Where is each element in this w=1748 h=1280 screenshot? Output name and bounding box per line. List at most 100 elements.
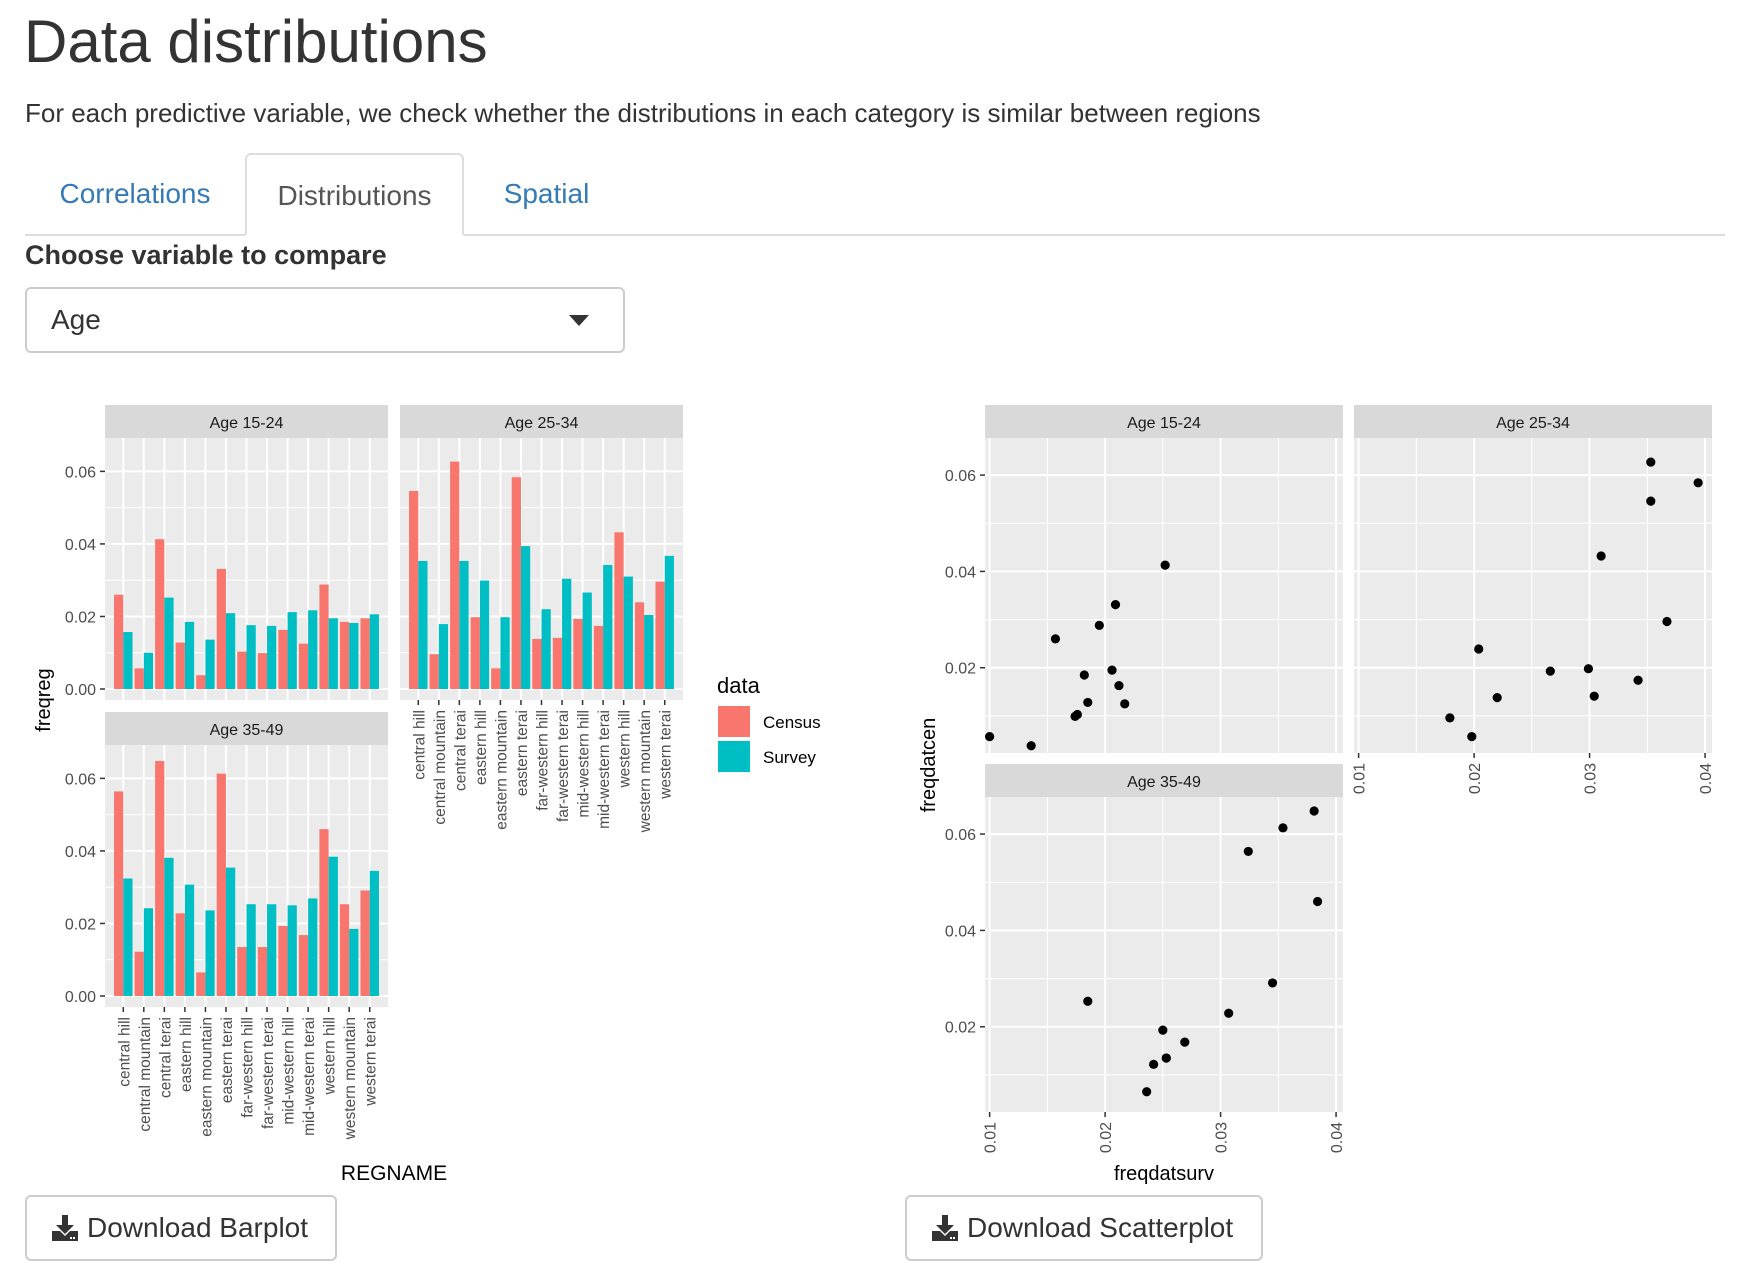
x-tick-label: central hill [411,710,428,780]
y-tick-label: 0.04 [65,844,96,861]
bar-census [319,829,329,996]
x-tick-label: far-western hill [535,710,552,811]
facet-strip [985,405,1343,438]
bar-census [491,668,501,689]
scatter-point [1278,823,1288,833]
scatter-point [1050,634,1061,644]
scatter-point [1180,1037,1190,1047]
bar-survey [143,652,154,689]
facet-strip [105,712,388,745]
download-scatterplot-button[interactable]: Download Scatterplot [905,1195,1263,1261]
variable-select[interactable]: Age [25,287,625,353]
scatter-x-axis-label: freqdatsurv [1114,1163,1214,1185]
scatter-point [1243,846,1253,857]
legend-label-census: Census [763,713,821,732]
x-tick-label: 0.02 [1467,763,1484,794]
bar-survey [143,908,154,996]
bar-survey [582,592,592,689]
bar-survey [184,884,195,996]
bar-census [614,532,624,689]
bar-census [298,643,309,689]
scatter-point [1492,693,1502,703]
facet-strip [400,405,683,438]
scatter-point [1120,699,1130,709]
bar-survey [520,546,531,689]
download-barplot-button[interactable]: Download Barplot [25,1195,337,1261]
bar-survey [438,624,449,689]
plot-panel [985,438,1343,753]
x-tick-label: western mountain [342,1017,359,1140]
bar-survey [267,904,277,996]
bar-survey [328,856,338,996]
facet-strip-label: Age 15-24 [210,415,284,432]
x-tick-label: mid-western hill [576,710,593,818]
bar-census [319,584,329,689]
scatter-point [1149,1059,1159,1069]
x-tick-label: eastern mountain [493,710,510,830]
scatter-point [1070,711,1080,721]
y-tick-label: 0.06 [945,468,976,485]
scatter-point [1693,478,1703,488]
bar-census [134,951,144,996]
tab-bar: Correlations Distributions Spatial [25,153,1725,236]
bar-census [278,629,288,689]
y-tick-label: 0.06 [945,827,976,844]
bar-census [175,642,185,689]
x-tick-label: far-western terai [260,1017,277,1129]
bar-census [450,461,460,689]
scatter-point [1094,620,1104,630]
bar-survey [369,614,379,689]
barplot-chart: Age 15-24 0.00 0.02 0.04 0.06 Age 25-34 centra… [33,405,821,1185]
bar-census [278,925,288,996]
scatter-point [1646,496,1656,506]
bar-survey [418,560,428,689]
bar-census [593,625,604,689]
x-tick-label: mid-western terai [301,1017,318,1136]
tab-spatial[interactable]: Spatial [503,178,590,209]
bar-census [196,675,206,689]
x-tick-label: eastern terai [514,710,531,796]
y-tick-label: 0.02 [65,916,96,933]
bar-census [216,773,226,996]
bar-survey [205,910,215,996]
scatter-point [1026,741,1036,751]
scatter-point [1596,551,1606,561]
scatter-point [1083,996,1093,1006]
scatter-point [1589,691,1599,701]
bar-census [511,477,521,689]
bar-facet: Age 15-24 0.00 0.02 0.04 0.06 [65,405,388,700]
bar-survey [164,597,174,689]
scatter-point [1662,616,1672,627]
bar-survey [123,632,133,689]
caret-down-icon [569,315,589,326]
y-tick-label: 0.00 [65,989,96,1006]
x-tick-label: far-western hill [240,1017,257,1118]
x-tick-label: eastern terai [219,1017,236,1103]
scatter-point [1583,664,1594,674]
bar-census [257,653,268,689]
bar-census [634,602,645,689]
plot-panel [1354,438,1712,753]
bar-census [175,913,185,996]
bar-census [532,638,542,689]
facet-strip [105,405,388,438]
scatterplot-chart: Age 15-24 0.02 0.04 0.06 Age 25-34 0.01 0.02 0.… [918,405,1715,1185]
tab-correlations[interactable]: Correlations [59,178,211,209]
bar-survey [541,609,551,689]
x-tick-label: far-western terai [555,710,572,822]
bar-census [298,935,309,996]
y-tick-label: 0.00 [65,682,96,699]
tab-distributions[interactable]: Distributions [245,153,464,236]
x-tick-label: 0.03 [1214,1122,1231,1153]
bar-survey [479,580,490,689]
facet-strip-label: Age 35-49 [210,722,284,739]
bar-survey [664,555,674,689]
bar-y-axis-label: freqreg [33,668,55,731]
page-title: Data distributions [24,8,488,75]
x-tick-label: western terai [363,1017,380,1107]
x-tick-label: 0.02 [1098,1122,1115,1153]
bar-survey [184,621,195,689]
scatter-point [1107,665,1117,675]
bar-census [155,760,165,996]
facet-strip-label: Age 35-49 [1127,774,1201,791]
